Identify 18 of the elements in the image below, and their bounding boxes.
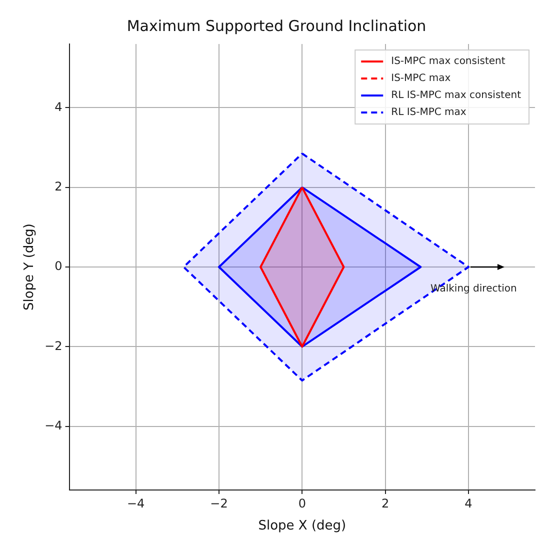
y-tick-label: −2 (44, 338, 62, 353)
legend-label: RL IS-MPC max (391, 107, 466, 118)
legend-label: RL IS-MPC max consistent (391, 90, 522, 102)
x-tick-label: −4 (126, 496, 145, 510)
x-tick-label: 0 (298, 496, 306, 510)
legend-label: IS-MPC max (391, 73, 451, 84)
x-tick-label: 4 (464, 496, 472, 510)
x-tick-label: 2 (381, 496, 390, 510)
y-tick-label: −4 (44, 418, 62, 432)
y-axis-title: Slope Y (deg) (22, 224, 38, 310)
legend-label: IS-MPC max consistent (391, 56, 506, 68)
y-tick-label: 4 (54, 100, 62, 114)
annotation: Walking direction (430, 284, 517, 295)
x-axis-title: Slope X (deg) (258, 518, 346, 534)
y-tick-label: 0 (54, 259, 62, 274)
chart-title: Maximum Supported Ground Inclination (126, 16, 426, 35)
y-tick-label: 2 (54, 179, 62, 194)
x-tick-label: −2 (210, 496, 228, 510)
